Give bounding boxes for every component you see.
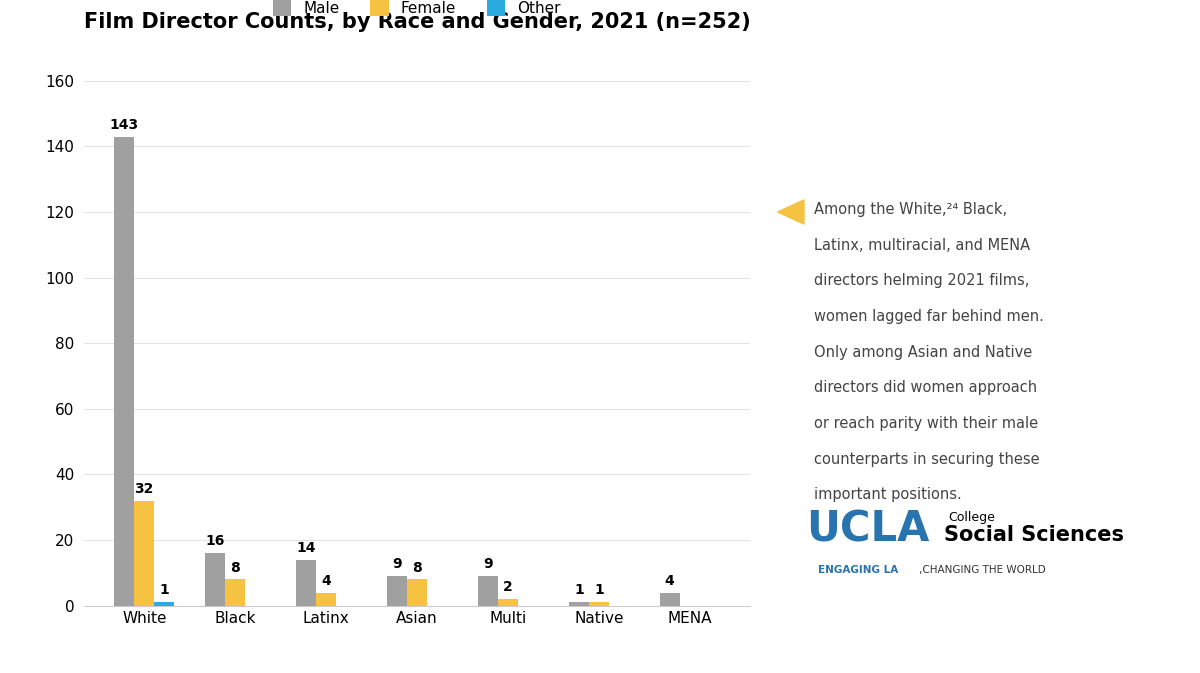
Bar	[589, 602, 608, 606]
Text: Among the White,²⁴ Black,: Among the White,²⁴ Black,	[814, 202, 1007, 217]
Bar	[478, 576, 498, 606]
Text: 2: 2	[503, 580, 512, 594]
Text: 1: 1	[594, 583, 604, 598]
Text: 16: 16	[205, 534, 224, 548]
Bar	[660, 593, 679, 606]
Text: 4: 4	[665, 573, 674, 588]
Text: important positions.: important positions.	[814, 487, 961, 502]
Text: Only among Asian and Native: Only among Asian and Native	[814, 345, 1032, 359]
Bar	[226, 579, 245, 606]
Text: College: College	[948, 511, 995, 524]
Text: directors did women approach: directors did women approach	[814, 380, 1037, 395]
Bar	[114, 137, 134, 606]
Title: Film Director Counts, by Race and Gender, 2021 (n=252): Film Director Counts, by Race and Gender…	[84, 12, 750, 32]
Legend: Male, Female, Other: Male, Female, Other	[266, 0, 568, 22]
Text: Social Sciences: Social Sciences	[944, 525, 1124, 545]
Text: ENGAGING LA: ENGAGING LA	[818, 565, 899, 575]
Text: directors helming 2021 films,: directors helming 2021 films,	[814, 273, 1028, 288]
Bar	[498, 599, 518, 606]
Bar	[134, 501, 155, 606]
Text: 8: 8	[412, 561, 422, 575]
Text: counterparts in securing these: counterparts in securing these	[814, 452, 1039, 466]
Text: 1: 1	[160, 583, 169, 598]
Bar	[296, 560, 316, 606]
Bar	[155, 602, 174, 606]
Text: 9: 9	[484, 557, 493, 571]
Text: ,CHANGING THE WORLD: ,CHANGING THE WORLD	[919, 565, 1046, 575]
Text: women lagged far behind men.: women lagged far behind men.	[814, 309, 1044, 324]
Bar	[316, 593, 336, 606]
Text: 1: 1	[574, 583, 583, 598]
Bar	[569, 602, 589, 606]
Text: UCLA: UCLA	[806, 508, 930, 550]
Text: Latinx, multiracial, and MENA: Latinx, multiracial, and MENA	[814, 238, 1030, 252]
Text: 32: 32	[134, 482, 154, 496]
Text: 14: 14	[296, 541, 316, 555]
Text: 143: 143	[109, 118, 139, 132]
Text: 8: 8	[230, 561, 240, 575]
Text: or reach parity with their male: or reach parity with their male	[814, 416, 1038, 431]
Text: 4: 4	[322, 573, 331, 588]
Bar	[407, 579, 427, 606]
Text: 9: 9	[392, 557, 402, 571]
Bar	[388, 576, 407, 606]
Bar	[205, 553, 226, 606]
